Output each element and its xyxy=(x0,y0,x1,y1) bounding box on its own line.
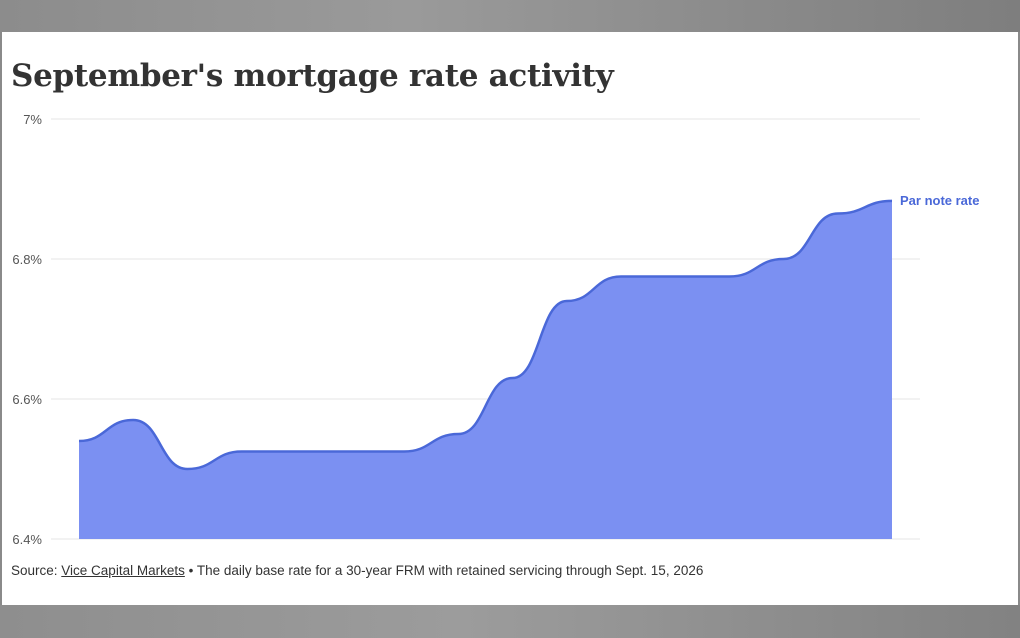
y-tick-label: 7% xyxy=(23,112,42,127)
window-frame-top xyxy=(0,0,1020,32)
y-tick-label: 6.6% xyxy=(12,392,42,407)
y-tick-label: 6.8% xyxy=(12,252,42,267)
source-note: Source: Vice Capital Markets • The daily… xyxy=(11,563,703,578)
series-area-fill xyxy=(79,200,892,539)
area-chart: 6.4% 6.6% 6.8% 7% Par note rate xyxy=(12,112,979,547)
series-line xyxy=(78,199,893,471)
y-tick-label: 6.4% xyxy=(12,532,42,547)
chart-card: September's mortgage rate activity 6.4% 6… xyxy=(2,32,1018,605)
source-description: • The daily base rate for a 30-year FRM … xyxy=(184,563,704,578)
chart-title: September's mortgage rate activity xyxy=(11,58,614,94)
source-prefix: Source: xyxy=(11,563,62,578)
window-frame-bottom xyxy=(0,605,1020,638)
source-link[interactable]: Vice Capital Markets xyxy=(61,563,185,578)
series-end-label: Par note rate xyxy=(900,193,979,208)
